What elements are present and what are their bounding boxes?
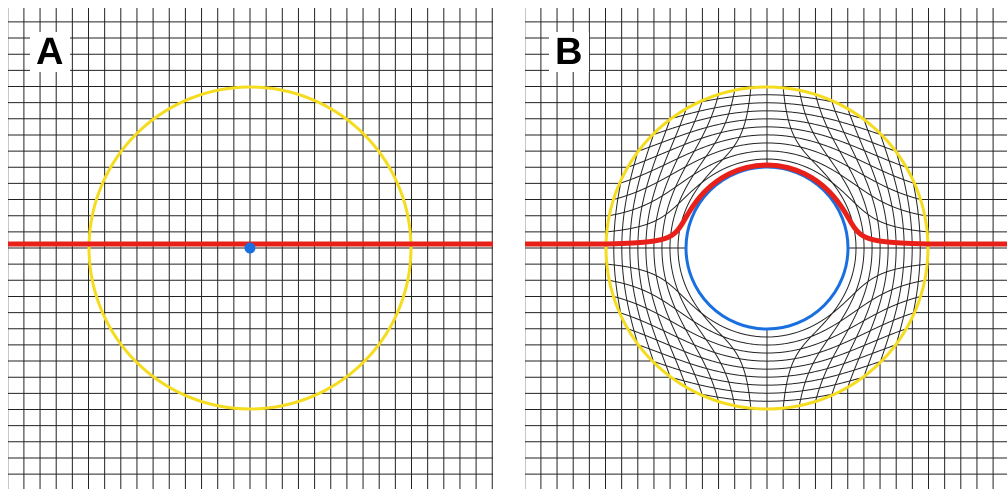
panel-b	[525, 8, 1007, 489]
warped-grid-line	[627, 328, 907, 370]
ray	[525, 162, 1007, 247]
panel-label: A	[36, 31, 63, 73]
warped-grid-line	[847, 108, 889, 388]
warped-grid-line	[606, 263, 928, 338]
point	[244, 242, 256, 254]
warped-grid-line	[895, 151, 913, 345]
warped-grid-line	[815, 94, 873, 402]
label-box	[549, 32, 589, 72]
warped-grid-line	[697, 392, 837, 402]
panel-label: B	[555, 31, 582, 73]
warped-grid-line	[831, 100, 881, 396]
warped-grid-line	[879, 133, 905, 363]
cloaked-region	[684, 165, 850, 331]
panel-a	[8, 8, 493, 489]
warped-grid-line	[863, 119, 897, 377]
outer-circle	[604, 85, 930, 411]
warped-grid-line	[619, 312, 915, 362]
outer-circle	[87, 85, 413, 411]
warped-grid-line	[638, 344, 896, 378]
warped-grid-line	[782, 87, 857, 409]
warped-grid-line	[911, 178, 921, 318]
warped-grid-line	[652, 360, 882, 386]
label-box	[30, 32, 70, 72]
warped-grid-line	[798, 90, 865, 406]
warped-grid-line	[670, 376, 864, 394]
warped-grid-line	[613, 296, 921, 354]
warped-grid-line	[609, 279, 925, 346]
